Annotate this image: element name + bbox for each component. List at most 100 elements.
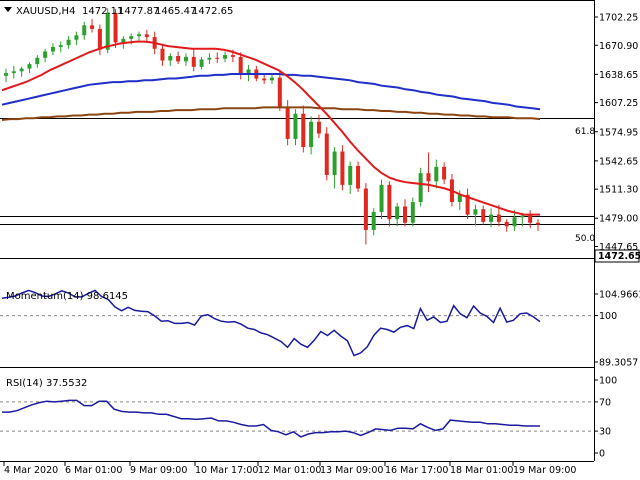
fib-50-label: 50.0 [575,234,595,244]
candle-body [332,151,337,175]
candle-body [309,121,314,148]
candle-body [528,215,533,223]
time-tick-label: 9 Mar 09:00 [130,465,187,476]
momentum-tick-label: 104.9661 [599,290,640,301]
rsi-label: RSI(14) 37.5532 [6,378,87,389]
time-tick-label: 4 Mar 2020 [4,465,58,476]
candle-body [183,56,188,62]
candle-body [277,77,282,107]
time-tick-label: 16 Mar 17:00 [385,465,448,476]
candle-body [230,55,235,57]
candle-body [27,64,32,69]
candle-body [395,206,400,220]
candle-body [207,57,212,60]
rsi-tick-label: 100 [599,376,617,387]
candle-body [473,209,478,215]
candle-body [121,38,126,43]
price-tick-label: 1670.90 [599,41,638,52]
price-tick-label: 1447.65 [599,242,638,253]
candle-body [246,69,251,75]
candle-body [168,55,173,61]
candle-body [90,25,95,29]
candle-body [82,25,87,36]
candle-body [191,56,196,67]
candle-body [285,106,290,139]
candle-body [348,165,353,185]
rsi-tick-label: 0 [599,449,605,460]
candle-body [301,113,306,148]
candle-body [324,133,329,175]
chart-header: XAUUSD,H4 1472.11 1477.87 1465.47 1472.6… [4,6,233,17]
candle-body [262,78,267,81]
candle-body [293,113,298,139]
candle-body [129,36,134,39]
candle-body [199,59,204,67]
candle-body [97,28,102,50]
ohlc-open: 1472.11 [82,6,123,17]
candle-body [4,73,8,76]
main-panel[interactable] [0,0,595,461]
dropdown-triangle-icon[interactable] [4,7,12,12]
candle-body [520,215,525,218]
symbol-label: XAUUSD,H4 [16,6,75,17]
candle-body [35,57,40,65]
rsi-tick-label: 30 [599,427,611,438]
rsi-line [2,399,540,438]
candle-body [512,217,517,227]
momentum-line [1,289,541,357]
candle-body [58,45,63,47]
price-tick-label: 1702.25 [599,13,638,24]
candle-body [340,151,345,185]
ohlc-high: 1477.87 [118,6,159,17]
axes: 1702.25 1670.90 1638.65 1607.25 1574.95 1542.… [3,13,640,476]
candle-body [270,77,274,81]
sma-fast-line [1,40,540,216]
candle-body [113,12,118,43]
candle-body [66,39,71,46]
price-tick-label: 1511.30 [599,185,638,196]
candle-body [50,46,55,52]
time-tick-label: 12 Mar 01:00 [258,465,321,476]
candle-body [536,222,540,225]
ohlc-close: 1472.65 [192,6,233,17]
candle-body [410,202,415,223]
candle-body [496,214,501,222]
candle-body [504,221,509,227]
candle-body [144,34,149,38]
candle-body [176,55,181,62]
candle-body [403,206,407,223]
candle-body [442,166,447,180]
momentum-tick-label: 100 [599,311,617,322]
candle-body [387,184,392,220]
fib-61-8-label: 61.8 [575,127,595,137]
current-price-tag: 1472.65 [594,249,640,263]
candle-body [215,57,220,59]
candle-body [371,211,376,230]
candle-body [223,55,228,59]
price-tick-label: 1574.95 [599,127,638,138]
candle-body [457,194,462,203]
time-tick-label: 10 Mar 17:00 [195,465,258,476]
price-tick-label: 1542.65 [599,156,638,167]
price-tick-label: 1607.25 [599,98,638,109]
candle-body [238,56,243,75]
time-tick-label: 19 Mar 09:00 [513,465,576,476]
candle-body [356,165,361,189]
candle-body [137,34,141,37]
candle-body [489,214,494,222]
time-tick-label: 18 Mar 01:00 [450,465,513,476]
candle-body [465,194,470,215]
candlestick-series [4,8,540,245]
candle-body [105,12,110,50]
candle-body [379,184,384,212]
ohlc-low: 1465.47 [155,6,196,17]
time-tick-label: 6 Mar 01:00 [65,465,122,476]
candle-body [434,166,439,182]
candle-body [11,71,16,74]
candle-body [316,121,321,134]
candle-body [418,173,423,203]
candle-body [74,35,79,40]
price-tick-label: 1638.65 [599,70,638,81]
sma-mid-line [1,73,541,111]
